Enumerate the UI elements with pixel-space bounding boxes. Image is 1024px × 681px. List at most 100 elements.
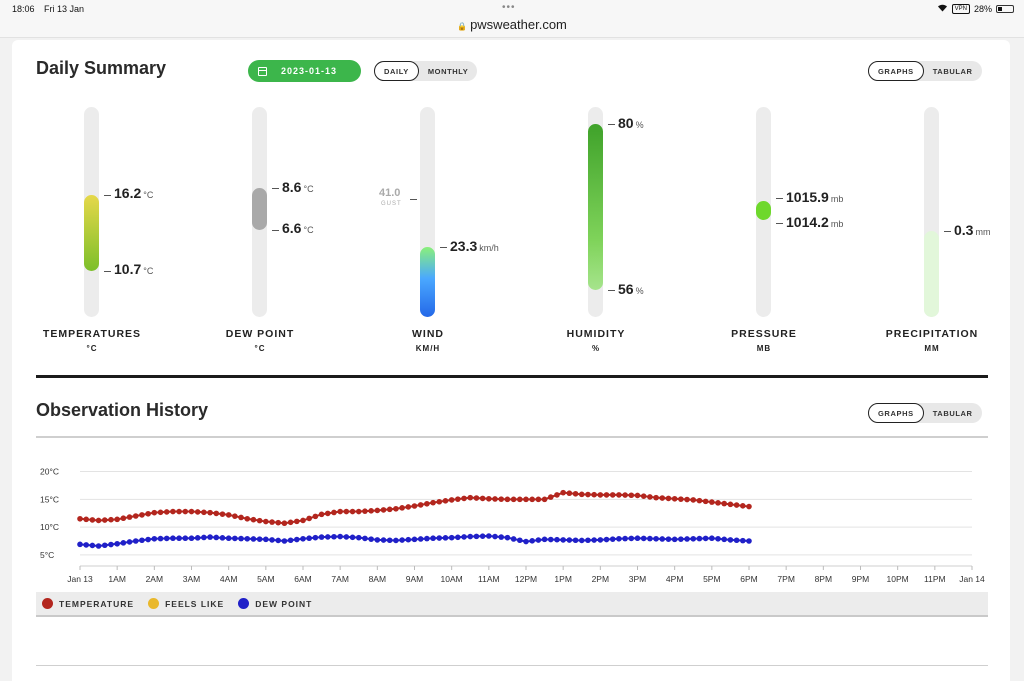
dew-point-point (727, 537, 734, 543)
y-tick-label: 10°C (40, 522, 59, 532)
x-tick-label: 2AM (146, 574, 163, 584)
temperature-point (702, 498, 709, 505)
x-tick-label: Jan 14 (959, 574, 985, 584)
dew-point-point (572, 537, 579, 544)
x-tick-label: Jan 13 (67, 574, 93, 584)
temperature-point (746, 503, 752, 510)
temperature-point (467, 494, 474, 501)
dew-point-point (386, 537, 393, 544)
x-tick-label: 2PM (592, 574, 609, 584)
dew-point-point (101, 542, 108, 549)
temperature-point (523, 496, 529, 503)
dew-point-point (510, 536, 517, 542)
temperature-point (572, 490, 579, 497)
temperature-point (554, 492, 560, 498)
tabular-option[interactable]: TABULAR (932, 66, 973, 76)
dew-point-point (659, 536, 666, 542)
temperature-point (461, 495, 467, 502)
wind-value: 23.3 km/h (450, 238, 499, 254)
dew-point-point (541, 536, 548, 543)
temperature-point (343, 508, 350, 515)
legend-dew-point[interactable]: DEW POINT (238, 598, 312, 609)
temperature-low: 10.7 °C (114, 261, 154, 277)
graphs-option[interactable]: GRAPHS (868, 403, 924, 423)
dew-point-point (547, 536, 554, 543)
dew-point-point (132, 538, 139, 544)
temperature-point (238, 514, 244, 521)
vpn-badge: VPN (951, 3, 970, 14)
x-tick-label: 11AM (478, 574, 500, 584)
multitask-dots-icon[interactable]: ••• (502, 2, 516, 13)
dew-point-point (219, 535, 226, 541)
dew-point-point (461, 534, 467, 540)
graphs-option[interactable]: GRAPHS (868, 61, 924, 81)
dew-point-point (337, 533, 343, 540)
temperature-point (95, 517, 102, 524)
precipitation-label: PRECIPITATION MM (885, 328, 979, 353)
daily-summary-title: Daily Summary (36, 58, 167, 78)
dew-point-point (349, 534, 356, 541)
dew-point-point (300, 535, 306, 542)
humidity-low-tick (608, 290, 615, 291)
x-tick-label: 8PM (815, 574, 832, 584)
temperature-point (547, 494, 554, 500)
dewpoint-high-tick (272, 188, 279, 189)
dew-point-point (647, 535, 653, 542)
monthly-option[interactable]: MONTHLY (427, 66, 469, 76)
legend-temperature[interactable]: TEMPERATURE (42, 598, 134, 609)
x-tick-label: 4AM (220, 574, 237, 584)
temperature-point (578, 491, 585, 498)
dew-point-point (560, 537, 566, 543)
dew-point-point (355, 534, 362, 541)
dew-point-point (411, 536, 418, 543)
dew-point-point (324, 534, 331, 540)
period-toggle: DAILY MONTHLY (374, 61, 478, 81)
x-tick-label: 5PM (703, 574, 720, 584)
dew-point-point (640, 535, 647, 542)
dew-point-point (281, 538, 288, 544)
humidity-low: 56% (618, 281, 644, 297)
history-divider (36, 436, 988, 438)
observation-chart[interactable]: 20°C 15°C 10°C 5°C Jan 13 1AM 2AM 3AM 4AM 5AM 6AM 7… (36, 456, 988, 586)
dew-point-point (225, 535, 232, 542)
dew-point-point (256, 536, 263, 542)
lock-icon: 🔒 (457, 22, 468, 31)
legend-feels-like[interactable]: FEELS LIKE (148, 598, 224, 609)
x-tick-label: 9PM (852, 574, 869, 584)
dew-point-point (529, 538, 535, 544)
dew-point-point (157, 535, 164, 542)
x-tick-label: 10PM (887, 574, 909, 584)
dew-point-point (145, 536, 151, 543)
daily-option[interactable]: DAILY (374, 61, 419, 81)
temperature-point (207, 509, 213, 516)
address-bar[interactable]: 🔒 pwsweather.com (0, 17, 1024, 32)
temperature-point (721, 500, 728, 507)
temperature-point (690, 497, 697, 503)
pressure-label: PRESSURE MB (731, 328, 797, 353)
dew-point-point (684, 536, 690, 542)
dew-point-point (721, 536, 728, 543)
temperature-point (715, 500, 721, 506)
temperature-point (417, 502, 424, 508)
dew-point-point (733, 537, 740, 544)
temperature-point (114, 516, 120, 523)
dew-point-point (746, 538, 752, 544)
observation-history-title: Observation History (36, 400, 209, 420)
tabular-option[interactable]: TABULAR (932, 408, 973, 418)
dew-point-point (213, 534, 220, 541)
x-tick-label: 1PM (554, 574, 571, 584)
dew-point-point (628, 535, 635, 542)
temperature-point (151, 509, 158, 516)
temperature-point (430, 499, 436, 506)
temperature-point (300, 517, 306, 524)
temperature-range-bar (84, 195, 99, 271)
date-picker-button[interactable]: 2023-01-13 (248, 60, 361, 82)
temperature-point (318, 511, 325, 518)
temperature-point (287, 519, 294, 526)
temperature-point (659, 495, 666, 501)
dew-point-point (151, 535, 158, 542)
temperature-point (740, 503, 746, 509)
x-tick-label: 12PM (515, 574, 537, 584)
temperature-point (83, 516, 89, 523)
temperature-point (616, 492, 622, 498)
